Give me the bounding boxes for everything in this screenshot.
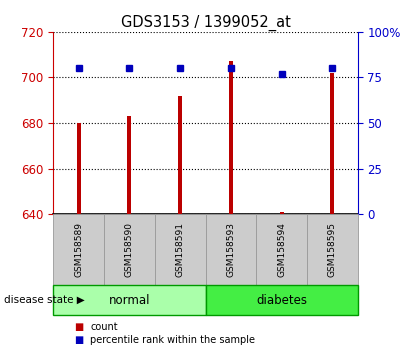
Text: GSM158593: GSM158593 xyxy=(226,222,236,277)
Text: disease state ▶: disease state ▶ xyxy=(4,295,85,305)
Text: GSM158595: GSM158595 xyxy=(328,222,337,277)
Bar xyxy=(229,62,233,214)
Text: ■: ■ xyxy=(74,322,83,332)
Bar xyxy=(330,73,334,214)
Text: GSM158594: GSM158594 xyxy=(277,222,286,277)
Text: percentile rank within the sample: percentile rank within the sample xyxy=(90,335,255,345)
Bar xyxy=(77,123,81,214)
Title: GDS3153 / 1399052_at: GDS3153 / 1399052_at xyxy=(120,14,291,30)
Text: GSM158591: GSM158591 xyxy=(175,222,185,277)
Bar xyxy=(178,96,182,214)
Text: GSM158590: GSM158590 xyxy=(125,222,134,277)
Text: normal: normal xyxy=(109,293,150,307)
Text: GSM158589: GSM158589 xyxy=(74,222,83,277)
Text: count: count xyxy=(90,322,118,332)
Bar xyxy=(127,116,132,214)
Text: diabetes: diabetes xyxy=(256,293,307,307)
Text: ■: ■ xyxy=(74,335,83,345)
Bar xyxy=(279,212,284,214)
